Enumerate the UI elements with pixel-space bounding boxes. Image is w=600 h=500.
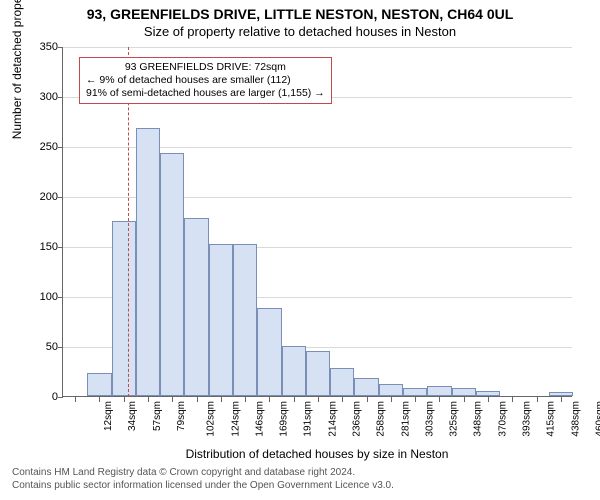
y-tick-label: 350 xyxy=(40,41,58,53)
x-tick-mark xyxy=(269,397,270,402)
x-tick-label: 214sqm xyxy=(327,401,338,437)
histogram-bar xyxy=(549,392,573,396)
y-tick-mark xyxy=(58,397,63,398)
histogram-bar xyxy=(330,368,354,396)
x-tick-label: 348sqm xyxy=(473,401,484,437)
histogram-bar xyxy=(476,391,500,396)
x-tick-label: 236sqm xyxy=(352,401,363,437)
chart-title-main: 93, GREENFIELDS DRIVE, LITTLE NESTON, NE… xyxy=(0,6,600,22)
x-tick-label: 79sqm xyxy=(176,401,187,431)
y-tick-label: 250 xyxy=(40,141,58,153)
histogram-bar xyxy=(160,153,184,396)
x-tick-mark xyxy=(148,397,149,402)
x-tick-mark xyxy=(415,397,416,402)
x-tick-mark xyxy=(245,397,246,402)
y-tick-label: 100 xyxy=(40,291,58,303)
x-tick-label: 34sqm xyxy=(127,401,138,431)
histogram-bar xyxy=(354,378,378,396)
x-tick-mark xyxy=(488,397,489,402)
footer-line-1: Contains HM Land Registry data © Crown c… xyxy=(12,467,394,480)
histogram-bar xyxy=(112,221,136,396)
y-tick-mark xyxy=(58,247,63,248)
x-tick-label: 370sqm xyxy=(497,401,508,437)
x-tick-label: 281sqm xyxy=(400,401,411,437)
x-tick-mark xyxy=(561,397,562,402)
x-tick-label: 393sqm xyxy=(522,401,533,437)
histogram-bar xyxy=(282,346,306,396)
annotation-line: ← 9% of detached houses are smaller (112… xyxy=(86,74,325,87)
y-tick-mark xyxy=(58,47,63,48)
x-tick-label: 258sqm xyxy=(376,401,387,437)
y-tick-mark xyxy=(58,297,63,298)
x-axis-title: Distribution of detached houses by size … xyxy=(62,447,572,461)
y-tick-label: 50 xyxy=(46,341,58,353)
x-tick-mark xyxy=(197,397,198,402)
histogram-bar xyxy=(136,128,160,396)
x-tick-mark xyxy=(294,397,295,402)
x-tick-label: 325sqm xyxy=(449,401,460,437)
histogram-bar xyxy=(87,373,111,396)
x-tick-mark xyxy=(464,397,465,402)
plot-area: 05010015020025030035012sqm34sqm57sqm79sq… xyxy=(62,47,572,397)
histogram-bar xyxy=(452,388,476,396)
annotation-box: 93 GREENFIELDS DRIVE: 72sqm← 9% of detac… xyxy=(79,57,332,104)
y-tick-mark xyxy=(58,97,63,98)
x-tick-label: 57sqm xyxy=(152,401,163,431)
y-axis-title: Number of detached properties xyxy=(10,0,24,139)
y-tick-mark xyxy=(58,347,63,348)
chart-title-sub: Size of property relative to detached ho… xyxy=(0,24,600,39)
x-tick-mark xyxy=(99,397,100,402)
footer-attribution: Contains HM Land Registry data © Crown c… xyxy=(12,467,394,492)
histogram-bar xyxy=(427,386,451,396)
x-tick-mark xyxy=(124,397,125,402)
x-tick-label: 438sqm xyxy=(570,401,581,437)
x-tick-mark xyxy=(367,397,368,402)
footer-line-2: Contains public sector information licen… xyxy=(12,480,394,493)
histogram-bar xyxy=(403,388,427,396)
x-tick-label: 191sqm xyxy=(303,401,314,437)
gridline xyxy=(63,47,572,48)
y-tick-label: 0 xyxy=(52,391,58,403)
x-tick-label: 169sqm xyxy=(279,401,290,437)
chart-area: Number of detached properties 0501001502… xyxy=(62,47,572,397)
histogram-bar xyxy=(233,244,257,396)
x-tick-label: 12sqm xyxy=(103,401,114,431)
x-tick-mark xyxy=(439,397,440,402)
annotation-line: 93 GREENFIELDS DRIVE: 72sqm xyxy=(86,61,325,74)
x-tick-mark xyxy=(342,397,343,402)
histogram-bar xyxy=(209,244,233,396)
x-tick-mark xyxy=(391,397,392,402)
x-tick-mark xyxy=(537,397,538,402)
x-tick-mark xyxy=(318,397,319,402)
x-tick-mark xyxy=(221,397,222,402)
histogram-bar xyxy=(184,218,208,396)
x-tick-label: 460sqm xyxy=(594,401,600,437)
y-tick-label: 200 xyxy=(40,191,58,203)
histogram-bar xyxy=(306,351,330,396)
y-tick-mark xyxy=(58,147,63,148)
y-tick-label: 300 xyxy=(40,91,58,103)
y-tick-mark xyxy=(58,197,63,198)
x-tick-label: 415sqm xyxy=(546,401,557,437)
annotation-line: 91% of semi-detached houses are larger (… xyxy=(86,87,325,100)
histogram-bar xyxy=(257,308,281,396)
x-tick-label: 124sqm xyxy=(230,401,241,437)
y-tick-label: 150 xyxy=(40,241,58,253)
x-tick-label: 146sqm xyxy=(254,401,265,437)
chart-titles: 93, GREENFIELDS DRIVE, LITTLE NESTON, NE… xyxy=(0,6,600,39)
histogram-bar xyxy=(379,384,403,396)
x-tick-mark xyxy=(75,397,76,402)
x-tick-label: 102sqm xyxy=(206,401,217,437)
x-tick-mark xyxy=(172,397,173,402)
x-tick-label: 303sqm xyxy=(424,401,435,437)
x-tick-mark xyxy=(512,397,513,402)
